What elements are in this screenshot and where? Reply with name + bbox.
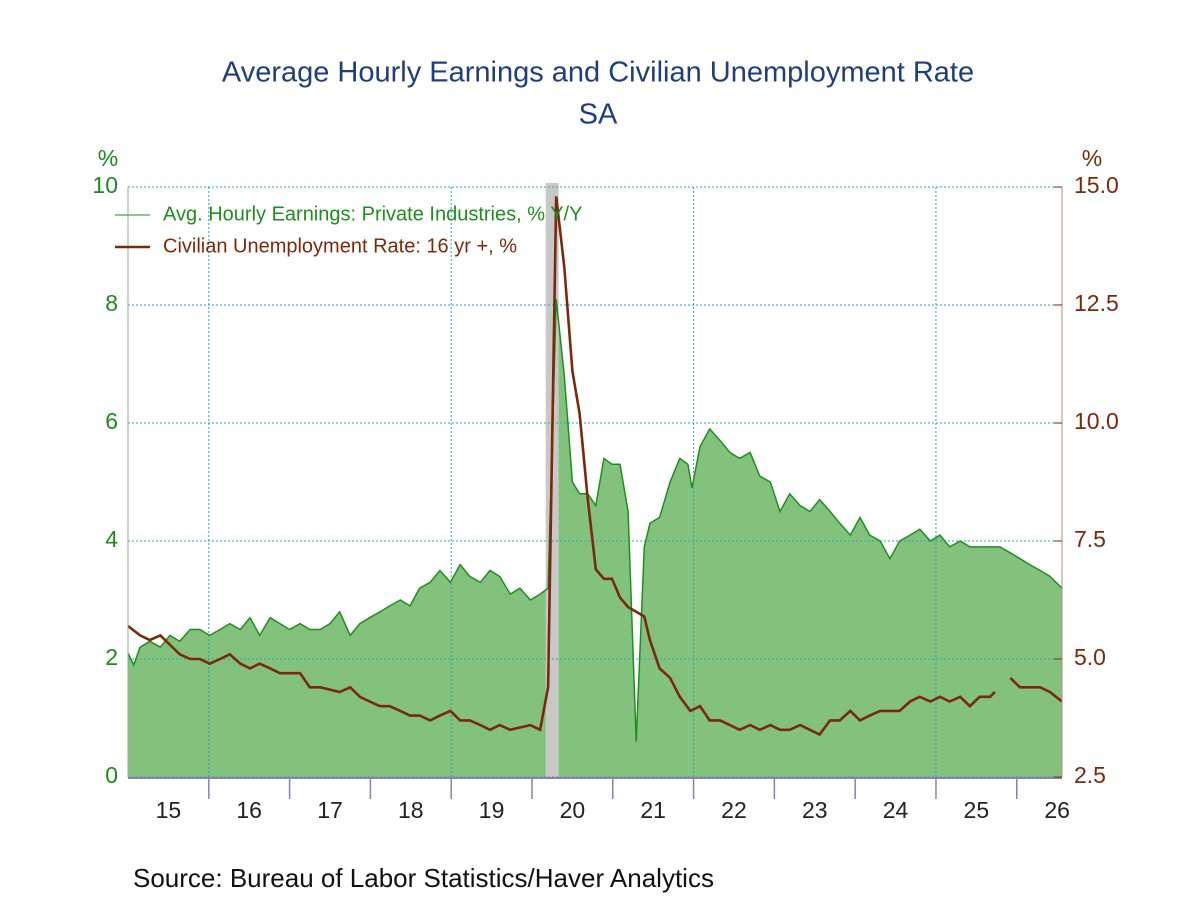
y-axis-label: % (98, 145, 118, 171)
y2-tick-label: 12.5 (1074, 290, 1119, 316)
line (127, 299, 1063, 742)
x-tick-label: 22 (721, 797, 747, 823)
chart-title: Average Hourly Earnings and Civilian Une… (222, 57, 974, 89)
x-tick-label: 17 (317, 797, 343, 823)
y2-tick-label: 7.5 (1074, 526, 1106, 552)
x-tick-label: 18 (398, 797, 424, 823)
y2-tick-label: 2.5 (1074, 762, 1106, 788)
x-tick-label: 15 (156, 797, 182, 823)
x-tick-label: 20 (560, 797, 586, 823)
x-tick-label: 24 (883, 797, 909, 823)
x-tick-label: 16 (236, 797, 262, 823)
y-tick-label: 8 (105, 290, 118, 316)
x-tick-label: 26 (1044, 797, 1070, 823)
y-tick-label: 0 (105, 762, 118, 788)
x-tick-label: 21 (640, 797, 666, 823)
line (127, 196, 1063, 737)
x-tick-label: 19 (479, 797, 505, 823)
y2-tick-label: 15.0 (1074, 172, 1119, 198)
y-tick-label: 4 (105, 526, 118, 552)
y-tick-label: 10 (92, 172, 118, 198)
x-tick-label: 23 (802, 797, 828, 823)
legend-label: Avg. Hourly Earnings: Private Industries… (163, 203, 582, 225)
legend-label: Civilian Unemployment Rate: 16 yr +, % (163, 235, 517, 257)
y2-axis-label: % (1082, 145, 1102, 171)
x-tick-label: 25 (964, 797, 990, 823)
y2-tick-label: 10.0 (1074, 408, 1119, 434)
y-tick-label: 2 (105, 644, 118, 670)
y-tick-label: 6 (105, 408, 118, 434)
area (128, 299, 1062, 777)
chart-subtitle: SA (579, 99, 618, 131)
source-note: Source: Bureau of Labor Statistics/Haver… (133, 863, 714, 893)
y2-tick-label: 5.0 (1074, 644, 1106, 670)
